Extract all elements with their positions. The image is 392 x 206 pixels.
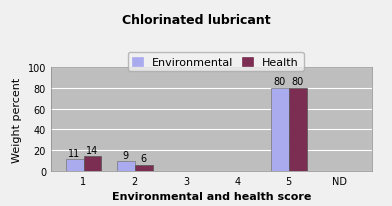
Text: 9: 9 [123,150,129,160]
Text: 11: 11 [69,148,81,158]
Bar [289,89,307,171]
Legend: Environmental, Health: Environmental, Health [128,53,303,72]
Text: Chlorinated lubricant: Chlorinated lubricant [122,14,270,27]
Bar [117,162,135,171]
X-axis label: Environmental and health score: Environmental and health score [112,191,311,201]
Text: 80: 80 [274,77,286,87]
Bar [65,160,83,171]
Bar [270,89,289,171]
Text: 80: 80 [291,77,304,87]
Bar [83,157,102,171]
Bar [135,165,153,171]
Text: 14: 14 [86,145,99,155]
Text: 6: 6 [141,153,147,163]
Y-axis label: Weight percent: Weight percent [12,77,22,162]
